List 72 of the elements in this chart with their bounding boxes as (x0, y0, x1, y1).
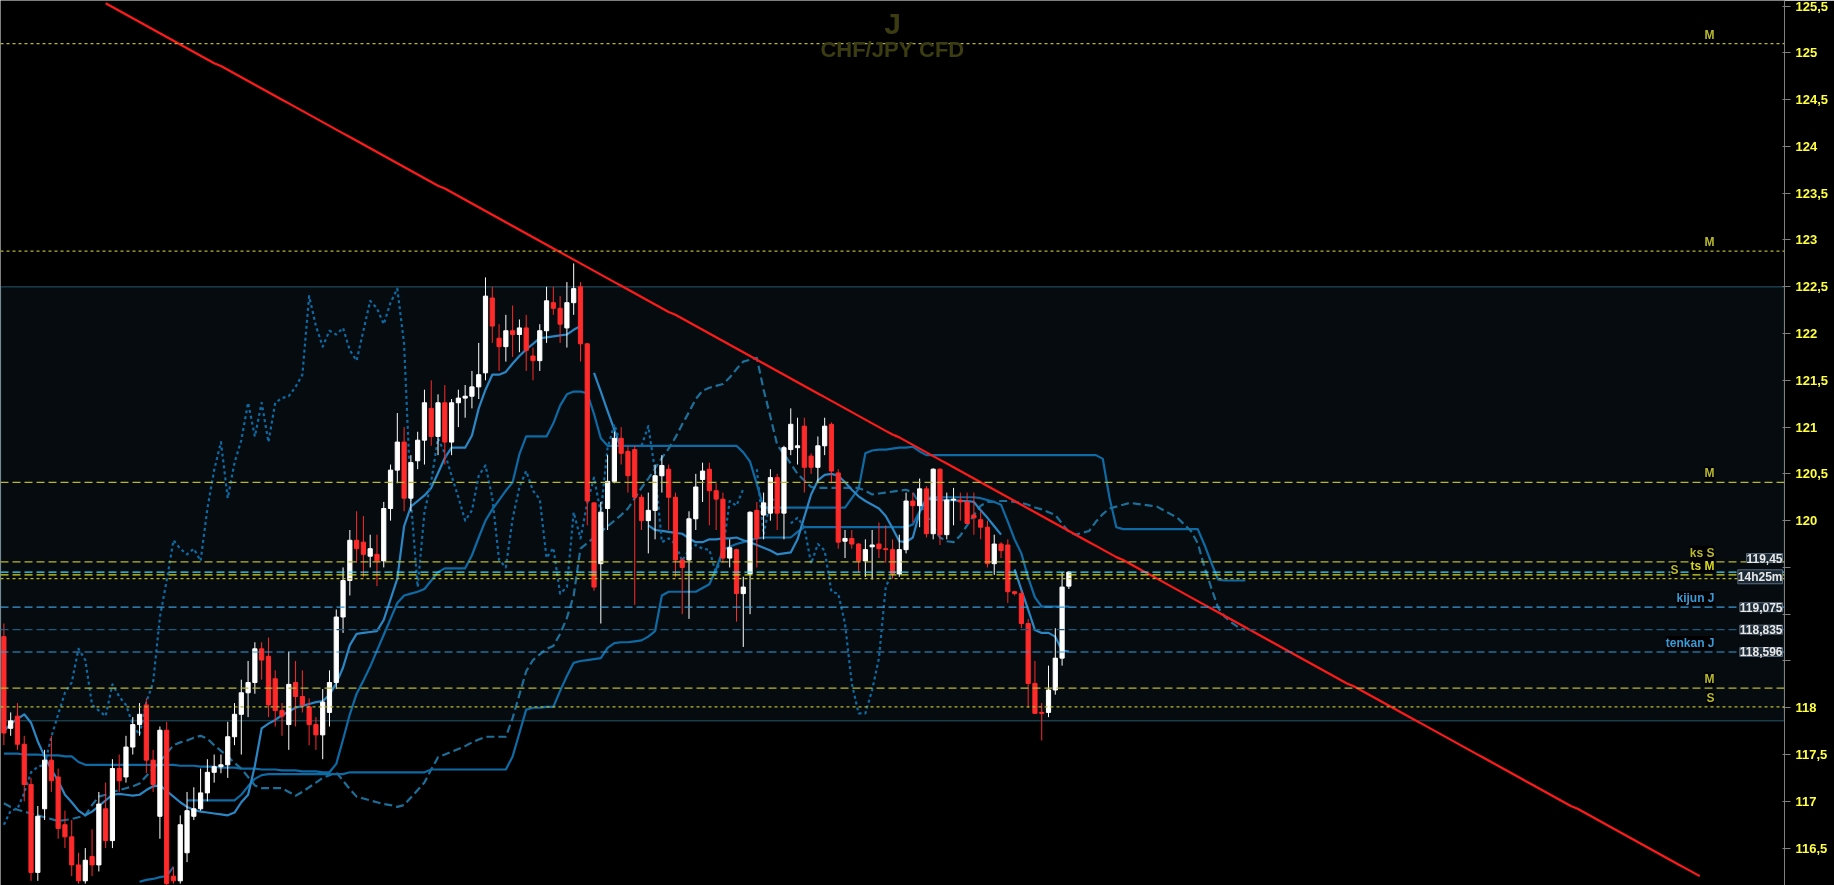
y-tick-label: 117,5 (1795, 747, 1828, 763)
line-series (2, 356, 1247, 823)
candlestick (496, 323, 502, 372)
candlestick (530, 347, 536, 381)
ref-line-label: ts M (1690, 558, 1715, 573)
candlestick (510, 304, 516, 358)
y-tick-label: 121,5 (1795, 372, 1829, 388)
candlestick (1045, 665, 1052, 718)
candlestick (89, 828, 95, 877)
candlestick (360, 515, 367, 578)
candlestick (842, 529, 848, 559)
candlestick (503, 314, 509, 363)
candlestick (740, 576, 746, 648)
candlestick (116, 754, 122, 793)
candlestick (706, 462, 712, 526)
ref-line-label: kijun J (1676, 591, 1715, 606)
candlestick (8, 711, 14, 737)
ref-line-label: ks S (1689, 545, 1715, 560)
candlestick (367, 534, 373, 568)
annotation: 119,075 (1739, 600, 1783, 615)
y-tick-label: 118 (1795, 700, 1817, 716)
candlestick (231, 702, 238, 746)
candlestick (727, 538, 733, 568)
y-tick-label: 123,5 (1795, 185, 1829, 201)
ref-line-label: tenkan J (1665, 635, 1715, 650)
candlestick (75, 852, 82, 885)
candlestick (978, 510, 984, 540)
y-tick-label: 121 (1795, 419, 1818, 435)
candlestick (638, 493, 645, 531)
ref-line-label: M (1704, 466, 1715, 481)
y-tick-label: 120 (1795, 513, 1818, 529)
candlestick (259, 641, 265, 681)
y-tick-label: 125 (1795, 45, 1818, 61)
candlestick (136, 702, 143, 737)
candlestick (910, 492, 916, 524)
candlestick (198, 768, 204, 812)
y-tick-label: 124,5 (1795, 92, 1829, 108)
y-tick-label: 120,5 (1795, 466, 1829, 482)
candlestick (862, 538, 868, 578)
candlestick (516, 319, 523, 353)
candlestick (82, 847, 88, 885)
ref-line-label: M (1704, 27, 1715, 42)
y-tick-label: 122 (1795, 326, 1818, 342)
candlestick (991, 534, 997, 576)
candlestick (523, 314, 529, 372)
y-tick-label: 122,5 (1795, 279, 1829, 295)
ref-line-label: M (1704, 672, 1715, 687)
y-tick-label: 117 (1795, 793, 1817, 809)
candlestick (917, 478, 923, 528)
candlestick (299, 669, 305, 713)
candlestick (761, 492, 767, 540)
candlestick (815, 435, 821, 484)
candlestick (822, 417, 828, 456)
candlestick (699, 462, 706, 503)
annotation: 118,835 (1739, 623, 1783, 638)
annotation: 119,45 (1746, 551, 1783, 566)
candlestick (869, 529, 875, 581)
candlestick (415, 431, 421, 470)
ref-line-label: S (1706, 690, 1715, 705)
y-tick-label: 124 (1795, 138, 1818, 154)
candlestick (204, 758, 210, 802)
candlestick (571, 262, 577, 316)
ref-line-label: M (1704, 235, 1715, 250)
y-tick-label: 125,5 (1795, 0, 1829, 14)
y-tick-label: 116,5 (1795, 840, 1828, 856)
ref-line-label: S (1670, 562, 1679, 577)
candlestick (354, 510, 360, 564)
candlestick (374, 534, 380, 587)
annotation: 14h25m (1737, 569, 1783, 584)
annotation: 118,596 (1739, 645, 1783, 660)
y-tick-label: 123 (1795, 232, 1818, 248)
candlestick (476, 342, 482, 400)
